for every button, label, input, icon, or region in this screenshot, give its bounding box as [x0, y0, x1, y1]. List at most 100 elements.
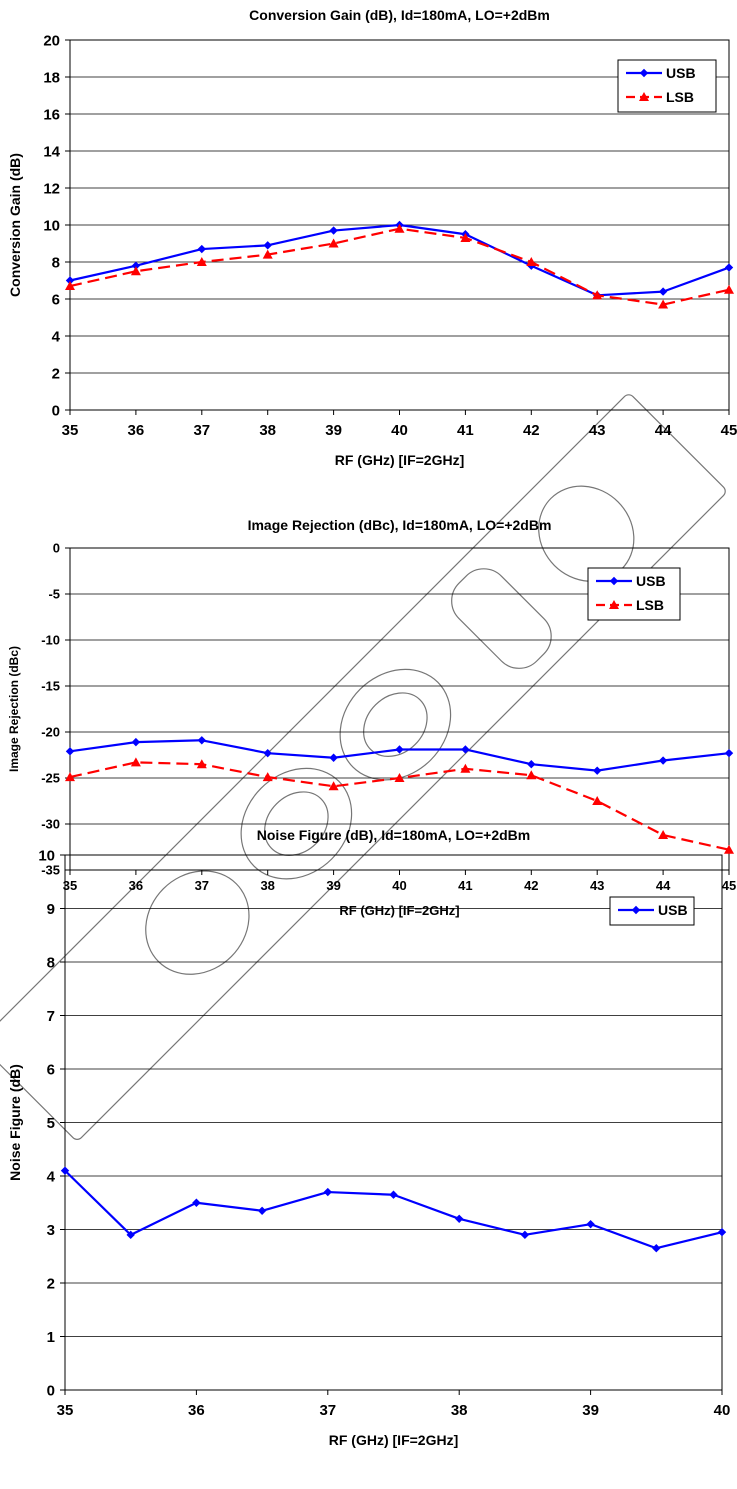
- x-tick-label: 40: [714, 1402, 731, 1419]
- data-point-usb: [521, 1231, 529, 1239]
- data-point-usb: [725, 263, 733, 271]
- legend-box: [588, 568, 680, 620]
- y-tick-label: 6: [47, 1061, 55, 1078]
- x-tick-label: 42: [523, 422, 540, 439]
- x-tick-label: 37: [193, 422, 210, 439]
- legend-label-usb: USB: [666, 65, 696, 81]
- x-tick-label: 45: [721, 422, 737, 439]
- y-tick-label: 0: [53, 541, 60, 556]
- y-axis-label: Noise Figure (dB): [7, 1064, 23, 1181]
- y-tick-label: 4: [52, 328, 61, 345]
- y-tick-label: -5: [48, 587, 60, 602]
- data-point-usb: [329, 226, 337, 234]
- data-point-lsb: [724, 285, 734, 294]
- y-tick-label: 3: [47, 1222, 55, 1239]
- y-tick-label: 2: [47, 1275, 55, 1292]
- y-tick-label: 18: [43, 69, 60, 86]
- data-point-usb: [652, 1244, 660, 1252]
- y-tick-label: 8: [47, 954, 55, 971]
- x-tick-label: 44: [656, 878, 671, 893]
- x-tick-label: 45: [722, 878, 736, 893]
- y-tick-label: -30: [41, 817, 60, 832]
- x-axis-label: RF (GHz) [IF=2GHz]: [335, 452, 465, 468]
- x-tick-label: 36: [129, 878, 143, 893]
- y-tick-label: -35: [41, 863, 60, 878]
- data-point-lsb: [131, 757, 141, 766]
- data-point-usb: [659, 756, 667, 764]
- legend-label-usb: USB: [658, 902, 688, 918]
- y-tick-label: 0: [47, 1382, 55, 1399]
- image-rejection-chart: Image Rejection (dBc), Id=180mA, LO=+2dB…: [7, 517, 736, 918]
- chart-legend: USB LSB: [618, 60, 716, 112]
- data-point-lsb: [526, 770, 536, 779]
- y-tick-label: 10: [43, 217, 60, 234]
- x-tick-label: 42: [524, 878, 538, 893]
- x-tick-label: 38: [259, 422, 276, 439]
- y-tick-label: 1: [47, 1329, 55, 1346]
- data-point-usb: [461, 745, 469, 753]
- chart-title: Image Rejection (dBc), Id=180mA, LO=+2dB…: [248, 517, 552, 533]
- y-axis-label: Conversion Gain (dB): [7, 153, 23, 297]
- y-tick-label: 9: [47, 901, 55, 918]
- y-tick-label: 4: [47, 1168, 56, 1185]
- y-tick-label: 6: [52, 291, 60, 308]
- x-tick-label: 44: [655, 422, 672, 439]
- data-point-usb: [198, 245, 206, 253]
- x-tick-label: 43: [590, 878, 604, 893]
- y-tick-label: 0: [52, 402, 60, 419]
- data-point-usb: [527, 760, 535, 768]
- conversion-gain-chart: Conversion Gain (dB), Id=180mA, LO=+2dBm…: [7, 7, 737, 468]
- data-point-usb: [593, 766, 601, 774]
- x-tick-label: 37: [319, 1402, 336, 1419]
- data-point-usb: [725, 749, 733, 757]
- y-tick-label: 20: [43, 32, 60, 49]
- chart-title: Noise Figure (dB), Id=180mA, LO=+2dBm: [257, 827, 530, 843]
- data-point-usb: [66, 747, 74, 755]
- x-tick-label: 39: [325, 422, 342, 439]
- x-tick-label: 39: [582, 1402, 599, 1419]
- y-axis-label: Image Rejection (dBc): [7, 646, 21, 772]
- noise-figure-chart: Noise Figure (dB), Id=180mA, LO=+2dBm 0 1 2…: [7, 827, 730, 1448]
- series-line-usb: [70, 740, 729, 770]
- data-point-usb: [324, 1188, 332, 1196]
- data-point-usb: [586, 1220, 594, 1228]
- y-tick-label: 16: [43, 106, 60, 123]
- data-point-usb: [258, 1207, 266, 1215]
- data-point-usb: [198, 736, 206, 744]
- data-point-usb: [329, 754, 337, 762]
- y-tick-label: 5: [47, 1115, 55, 1132]
- x-tick-label: 40: [391, 422, 408, 439]
- series-line-usb: [65, 1171, 722, 1249]
- x-tick-label: 36: [188, 1402, 205, 1419]
- x-tick-label: 36: [128, 422, 145, 439]
- x-tick-label: 38: [260, 878, 274, 893]
- x-tick-label: 40: [392, 878, 406, 893]
- x-tick-label: 38: [451, 1402, 468, 1419]
- y-tick-label: 7: [47, 1008, 55, 1025]
- data-point-usb: [264, 241, 272, 249]
- y-tick-label: 14: [43, 143, 60, 160]
- x-tick-label: 39: [326, 878, 340, 893]
- y-tick-label: -15: [41, 679, 60, 694]
- x-tick-label: 41: [458, 878, 472, 893]
- y-tick-label: 2: [52, 365, 60, 382]
- data-point-usb: [659, 287, 667, 295]
- legend-label-usb: USB: [636, 573, 666, 589]
- y-tick-label: 8: [52, 254, 60, 271]
- data-point-usb: [389, 1191, 397, 1199]
- x-tick-label: 35: [62, 422, 79, 439]
- x-tick-label: 37: [195, 878, 209, 893]
- data-point-lsb: [658, 830, 668, 839]
- chart-legend: USB LSB: [588, 568, 680, 620]
- data-point-usb: [132, 738, 140, 746]
- y-tick-label: 10: [38, 847, 55, 864]
- chart-legend: USB: [610, 897, 694, 925]
- x-tick-label: 41: [457, 422, 474, 439]
- x-axis-label: RF (GHz) [IF=2GHz]: [329, 1432, 459, 1448]
- x-tick-label: 35: [57, 1402, 74, 1419]
- legend-label-lsb: LSB: [666, 89, 694, 105]
- y-tick-label: -20: [41, 725, 60, 740]
- x-axis-label: RF (GHz) [IF=2GHz]: [339, 903, 459, 918]
- y-tick-label: -10: [41, 633, 60, 648]
